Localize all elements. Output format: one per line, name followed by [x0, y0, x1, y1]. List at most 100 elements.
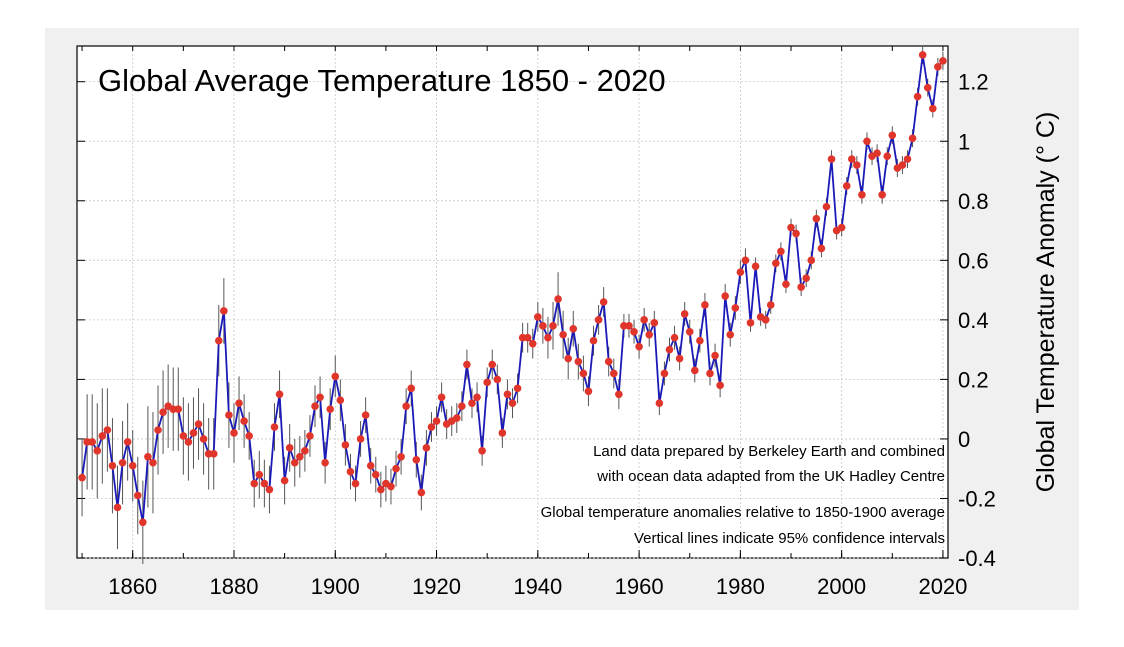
data-point [199, 435, 208, 443]
data-point [751, 262, 760, 271]
data-point [650, 319, 659, 327]
data-point [539, 322, 547, 330]
y-tick-label: -0.2 [958, 486, 996, 511]
data-point [326, 405, 334, 413]
data-point [837, 223, 846, 232]
y-tick-label: -0.4 [958, 546, 996, 571]
y-tick-label: 0.2 [958, 367, 989, 392]
data-point [812, 214, 821, 223]
data-point [93, 447, 102, 455]
data-point [736, 268, 745, 277]
data-point [407, 384, 416, 393]
data-point [569, 324, 578, 333]
data-point [842, 182, 851, 190]
data-point [341, 441, 350, 449]
data-point [645, 330, 654, 339]
data-point [498, 429, 507, 437]
data-point [311, 402, 319, 410]
data-point [766, 301, 775, 309]
data-point [888, 131, 897, 140]
data-point [792, 229, 800, 238]
data-point [392, 464, 400, 473]
annotations: Land data prepared by Berkeley Earth and… [541, 443, 945, 547]
data-point [458, 402, 466, 410]
x-tick-label: 2020 [918, 574, 967, 599]
data-point [351, 479, 360, 488]
data-point [716, 381, 724, 390]
data-point [908, 134, 917, 143]
data-point [513, 384, 522, 393]
data-point [387, 482, 395, 491]
annotation-line-4: Vertical lines indicate 95% confidence i… [634, 530, 945, 547]
axis-ticks [77, 46, 948, 559]
y-axis-label: Global Temperature Anomaly (° C) [1032, 112, 1060, 493]
data-point [939, 57, 947, 65]
data-point [807, 256, 816, 265]
annotation-line-1: Land data prepared by Berkeley Earth and… [593, 443, 945, 460]
y-tick-label: 1 [958, 129, 970, 154]
y-tick-label: 0.8 [958, 189, 989, 214]
data-point [366, 461, 375, 470]
data-point [113, 503, 122, 512]
data-point [685, 327, 694, 336]
data-point [822, 202, 831, 211]
data-point [412, 455, 421, 464]
data-point [574, 357, 583, 366]
data-point [640, 316, 648, 324]
y-tick-label: 1.2 [958, 70, 989, 95]
data-point [473, 393, 481, 402]
data-point [225, 411, 233, 419]
data-point [579, 369, 588, 378]
annotation-line-2: with ocean data adapted from the UK Hadl… [596, 468, 945, 485]
data-point [260, 479, 269, 488]
data-point [589, 336, 598, 345]
data-point [154, 426, 162, 434]
data-point [139, 518, 147, 527]
data-point [296, 452, 304, 461]
data-point [377, 485, 385, 494]
x-tick-label: 1920 [412, 574, 461, 599]
data-point [913, 92, 922, 101]
x-tick-label: 1940 [513, 574, 562, 599]
data-point [878, 191, 886, 199]
data-point [174, 405, 183, 413]
y-tick-label: 0.4 [958, 308, 989, 333]
data-point [346, 467, 355, 476]
data-point [250, 479, 259, 488]
data-point [898, 161, 907, 169]
data-point [508, 399, 517, 408]
data-point [214, 336, 223, 345]
data-point [149, 458, 157, 467]
data-point [706, 369, 714, 378]
data-point [306, 432, 314, 440]
data-point [594, 316, 603, 324]
data-point [584, 387, 593, 396]
data-point [316, 393, 324, 402]
data-point [726, 330, 735, 339]
data-point [604, 357, 613, 366]
data-point [144, 452, 152, 461]
data-point [255, 470, 264, 479]
data-point [827, 155, 836, 163]
data-point [549, 322, 557, 330]
data-point [858, 191, 866, 199]
data-point [336, 396, 345, 405]
data-point [772, 259, 780, 268]
grid-lines [77, 46, 948, 559]
data-point [564, 354, 573, 363]
data-point [265, 485, 274, 494]
data-point [923, 83, 932, 92]
data-point [903, 155, 912, 163]
data-point [402, 402, 410, 410]
x-tick-label: 2000 [817, 574, 866, 599]
data-point [108, 461, 117, 470]
data-point [371, 470, 380, 479]
data-point [478, 447, 486, 455]
data-point [432, 417, 441, 425]
data-point [660, 369, 669, 378]
data-point [691, 366, 699, 375]
data-point [630, 327, 638, 336]
data-point [701, 301, 709, 309]
y-tick-labels: -0.4 -0.2 0 0.2 0.4 0.6 0.8 1 1.2 [958, 70, 996, 571]
data-point [680, 310, 689, 318]
